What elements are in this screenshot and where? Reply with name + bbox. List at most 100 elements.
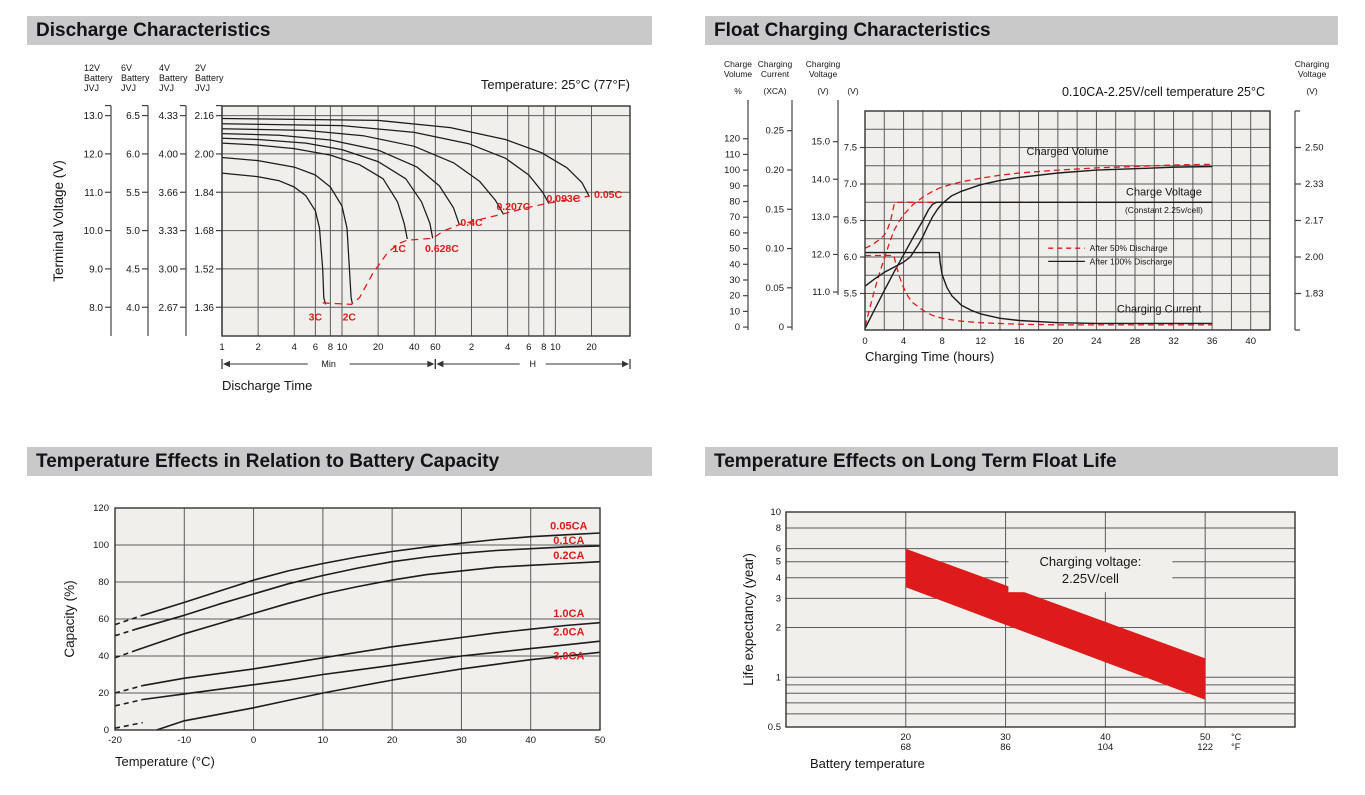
section-title-discharge: Discharge Characteristics [27,16,652,45]
svg-text:1.0CA: 1.0CA [553,608,584,620]
svg-text:7.5: 7.5 [844,143,857,154]
svg-text:6: 6 [526,342,531,353]
svg-text:Voltage: Voltage [809,69,838,79]
svg-text:4.00: 4.00 [159,149,179,160]
svg-text:104: 104 [1097,742,1113,753]
svg-text:20: 20 [373,342,384,353]
svg-text:100: 100 [93,540,109,551]
svg-text:0.05C: 0.05C [594,189,622,201]
svg-text:2.16: 2.16 [195,111,215,122]
svg-text:8: 8 [776,523,781,534]
svg-text:2.25V/cell: 2.25V/cell [1062,571,1119,586]
svg-text:20: 20 [900,732,911,743]
svg-text:40: 40 [1100,732,1111,743]
svg-text:Charging Current: Charging Current [1117,303,1201,315]
svg-text:(Constant 2.25v/cell): (Constant 2.25v/cell) [1125,205,1203,215]
svg-text:Battery: Battery [84,73,113,83]
svg-text:6: 6 [313,342,318,353]
svg-text:40: 40 [525,735,536,746]
svg-text:JVJ: JVJ [195,83,210,93]
svg-text:1.52: 1.52 [195,264,215,275]
svg-text:30: 30 [729,275,740,286]
svg-text:60: 60 [430,342,441,353]
svg-text:16: 16 [1014,336,1025,347]
svg-text:5.5: 5.5 [844,289,857,300]
svg-text:9.0: 9.0 [89,264,103,275]
svg-text:Charge: Charge [724,59,752,69]
svg-text:4: 4 [901,336,906,347]
svg-text:Temperature (°C): Temperature (°C) [115,754,215,769]
svg-text:%: % [734,86,742,96]
svg-text:Battery: Battery [159,73,188,83]
svg-text:0.05CA: 0.05CA [550,520,587,532]
svg-text:0.15: 0.15 [766,204,785,215]
svg-text:-10: -10 [177,735,191,746]
capacity-panel: Temperature Effects in Relation to Batte… [27,447,652,785]
svg-text:2: 2 [255,342,260,353]
svg-text:0.4C: 0.4C [460,217,483,229]
svg-text:40: 40 [1245,336,1256,347]
svg-text:1.68: 1.68 [195,226,215,237]
svg-text:0.05: 0.05 [766,283,785,294]
svg-text:Current: Current [761,69,790,79]
svg-text:4: 4 [292,342,297,353]
svg-text:15.0: 15.0 [812,137,831,148]
svg-text:JVJ: JVJ [159,83,174,93]
svg-text:11.0: 11.0 [84,188,103,199]
svg-text:0.628C: 0.628C [425,243,459,255]
svg-text:50: 50 [1200,732,1211,743]
svg-text:4V: 4V [159,63,170,73]
float-charging-chart: Charge Volume% 120 110 100 90 80 70 60 50 40 30 20 10… [705,45,1338,435]
svg-text:6.0: 6.0 [126,149,140,160]
svg-text:0.1CA: 0.1CA [553,535,584,547]
section-title-float-life: Temperature Effects on Long Term Float L… [705,447,1338,476]
svg-text:4.5: 4.5 [126,264,140,275]
svg-text:6.5: 6.5 [126,111,140,122]
float-life-panel: Temperature Effects on Long Term Float L… [705,447,1338,785]
svg-text:Charging Time (hours): Charging Time (hours) [865,349,994,364]
svg-text:20: 20 [1053,336,1064,347]
svg-text:10: 10 [770,507,781,518]
svg-text:3.66: 3.66 [159,188,179,199]
capacity-chart-svg: 0.05CA 0.1CA 0.2CA 1.0CA 2.0CA 3.0CA 0 20 40 60 80… [62,503,605,769]
svg-text:0.25: 0.25 [766,126,785,137]
svg-text:8: 8 [328,342,333,353]
svg-text:3.00: 3.00 [159,264,179,275]
svg-text:20: 20 [729,291,740,302]
svg-text:0.2CA: 0.2CA [553,550,584,562]
svg-text:3C: 3C [309,311,323,323]
svg-text:0.5: 0.5 [768,722,781,733]
svg-text:6V: 6V [121,63,132,73]
svg-text:20: 20 [387,735,398,746]
svg-text:122: 122 [1197,742,1213,753]
float-charging-chart-svg: ChargeVolume%120110100908070605040302010… [724,59,1330,364]
svg-text:1.83: 1.83 [1305,289,1324,300]
svg-text:8.0: 8.0 [89,303,103,314]
svg-text:4.0: 4.0 [126,303,140,314]
svg-text:8: 8 [939,336,944,347]
svg-text:4.33: 4.33 [159,111,179,122]
section-title-float-charging: Float Charging Characteristics [705,16,1338,45]
svg-text:After 50% Discharge: After 50% Discharge [1090,243,1168,253]
svg-text:2C: 2C [343,311,357,323]
svg-text:110: 110 [725,149,740,160]
svg-text:0: 0 [251,735,256,746]
float-life-chart-svg: Charging voltage:2.25V/cell1086543210.52… [741,507,1296,771]
svg-text:10: 10 [550,342,561,353]
discharge-chart-svg: 12VBatteryJVJ13.012.011.010.09.08.06VBat… [51,63,631,393]
svg-text:2: 2 [469,342,474,353]
svg-text:40: 40 [98,651,109,662]
svg-text:12.0: 12.0 [812,249,831,260]
svg-text:70: 70 [729,212,740,223]
svg-text:40: 40 [409,342,420,353]
svg-text:°F: °F [1231,742,1241,752]
svg-text:60: 60 [729,228,740,239]
svg-text:68: 68 [900,742,911,753]
svg-text:(V): (V) [847,86,859,96]
svg-text:Terminal Voltage (V): Terminal Voltage (V) [51,160,66,282]
svg-text:30: 30 [456,735,467,746]
discharge-chart: 12V Battery JVJ 13.0 12.0 11.0 10.0 9.0 8.0 6V Bat… [27,45,652,435]
svg-text:24: 24 [1091,336,1102,347]
svg-text:80: 80 [729,197,740,208]
svg-text:0.10: 0.10 [766,244,785,255]
